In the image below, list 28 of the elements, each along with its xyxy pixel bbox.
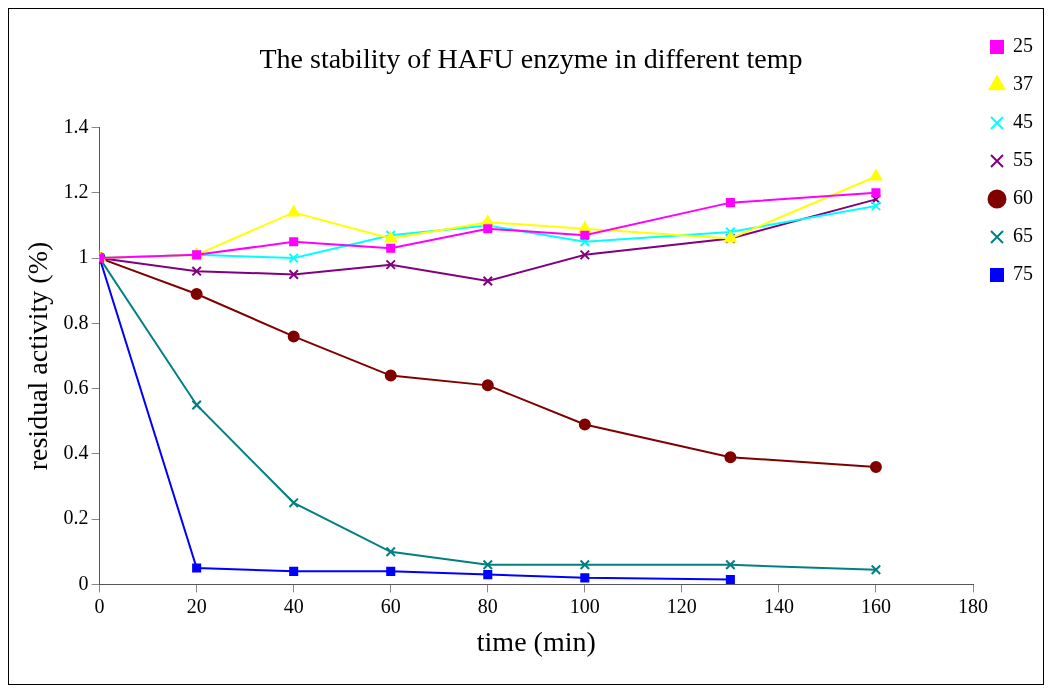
- y-tick-label: 1.4: [63, 114, 89, 137]
- x-tick-label: 80: [477, 594, 498, 617]
- x-tick-label: 20: [186, 594, 207, 617]
- x-tick-label: 0: [94, 594, 105, 617]
- legend-label: 75: [1013, 262, 1033, 285]
- legend-label: 55: [1013, 148, 1033, 171]
- y-tick-label: 0.2: [63, 506, 89, 529]
- x-tick-label: 40: [283, 594, 304, 617]
- x-axis-title: time (min): [476, 625, 596, 657]
- y-tick-label: 0.8: [63, 310, 89, 333]
- chart-title: The stability of HAFU enzyme in different temp: [259, 43, 803, 75]
- x-tick-label: 160: [860, 594, 891, 617]
- x-tick-label: 120: [666, 594, 697, 617]
- y-tick-label: 0.6: [63, 375, 89, 398]
- legend-label: 60: [1013, 186, 1033, 209]
- y-axis-title: residual activity (%): [22, 241, 54, 471]
- legend-label: 45: [1013, 110, 1033, 133]
- y-tick-label: 0: [78, 571, 89, 594]
- legend-label: 25: [1013, 34, 1033, 57]
- y-tick-label: 0.4: [63, 441, 89, 464]
- legend-label: 37: [1013, 72, 1033, 95]
- y-tick-label: 1.2: [63, 180, 89, 203]
- y-tick-label: 1: [78, 245, 89, 268]
- x-tick-label: 140: [763, 594, 794, 617]
- x-tick-label: 180: [958, 594, 988, 617]
- x-tick-label: 100: [569, 594, 600, 617]
- x-tick-label: 60: [380, 594, 401, 617]
- legend-label: 65: [1013, 224, 1033, 247]
